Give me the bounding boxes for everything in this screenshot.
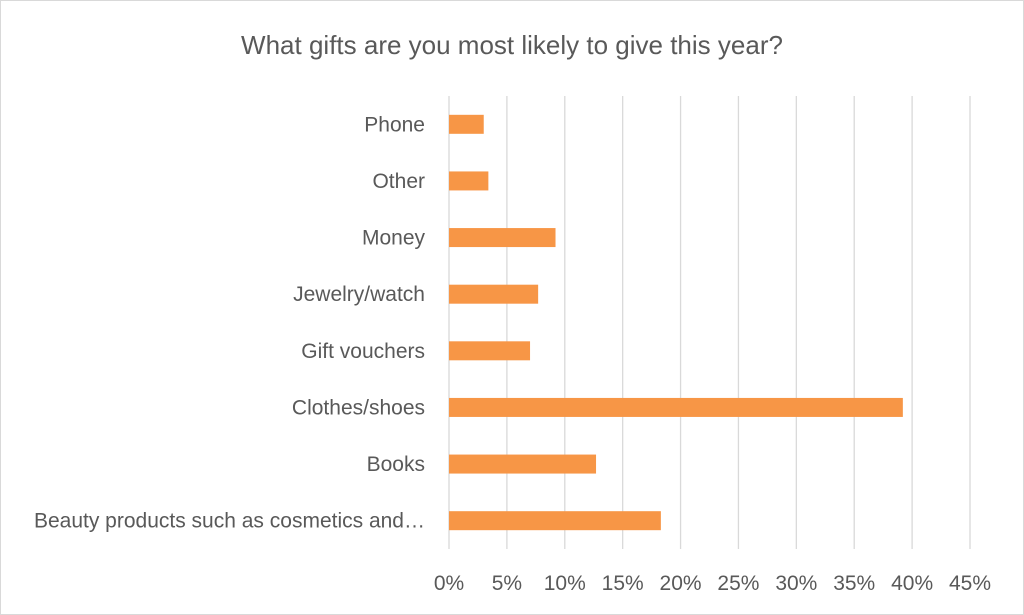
- x-tick-label: 5%: [492, 572, 522, 595]
- bars: [449, 114, 903, 531]
- category-label: Money: [362, 227, 426, 250]
- x-axis-ticks: 0% 5% 10% 15% 20% 25% 30% 35% 40% 45%: [434, 572, 991, 595]
- bar: [449, 341, 531, 361]
- bar: [449, 171, 489, 191]
- bar: [449, 397, 903, 417]
- category-label: Phone: [364, 113, 425, 136]
- x-tick-label: 25%: [717, 572, 759, 595]
- x-tick-label: 35%: [833, 572, 875, 595]
- x-tick-label: 15%: [602, 572, 644, 595]
- category-label: Beauty products such as cosmetics and…: [34, 510, 425, 533]
- x-tick-label: 10%: [544, 572, 586, 595]
- x-tick-label: 40%: [891, 572, 933, 595]
- x-tick-label: 30%: [775, 572, 817, 595]
- bar: [449, 284, 539, 304]
- chart-title: What gifts are you most likely to give t…: [241, 30, 783, 60]
- category-label: Jewelry/watch: [293, 283, 425, 306]
- bar: [449, 511, 661, 531]
- category-label: Books: [367, 453, 425, 476]
- x-tick-label: 45%: [949, 572, 991, 595]
- category-label: Gift vouchers: [301, 340, 425, 363]
- bar: [449, 114, 484, 134]
- category-labels: Phone Other Money Jewelry/watch Gift voucher…: [34, 113, 426, 532]
- bar: [449, 454, 597, 474]
- category-label: Other: [372, 170, 425, 193]
- x-tick-label: 0%: [434, 572, 464, 595]
- bar: [449, 228, 556, 248]
- gridlines: [448, 96, 971, 549]
- category-label: Clothes/shoes: [292, 396, 425, 419]
- x-tick-label: 20%: [660, 572, 702, 595]
